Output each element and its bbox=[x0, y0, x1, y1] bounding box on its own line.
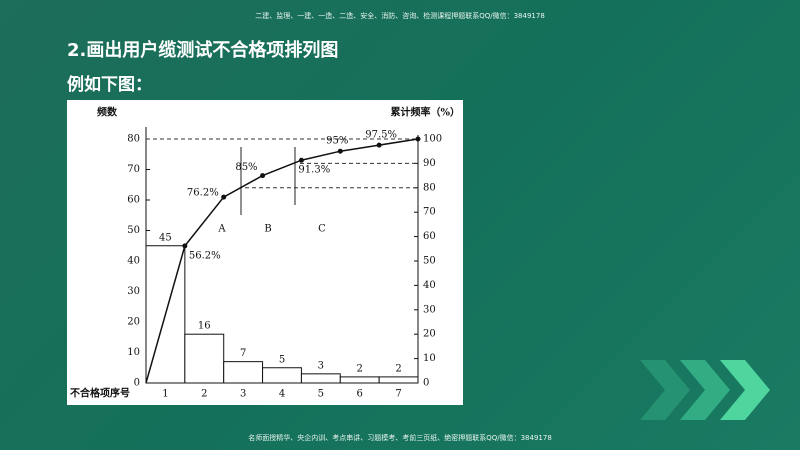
x-tick-label: 4 bbox=[279, 389, 285, 400]
cumulative-label: 56.2% bbox=[189, 250, 221, 261]
cumulative-point bbox=[182, 243, 188, 249]
chevron bbox=[720, 360, 770, 420]
x-tick-label: 1 bbox=[162, 389, 168, 400]
bar-label: 2 bbox=[357, 363, 363, 374]
cumulative-point bbox=[376, 142, 382, 148]
y-tick-label: 0 bbox=[134, 378, 140, 389]
bar-label: 3 bbox=[318, 360, 324, 371]
bar-label: 45 bbox=[159, 232, 172, 243]
bar bbox=[339, 376, 380, 384]
cumulative-label: 97.5% bbox=[365, 130, 397, 141]
bar bbox=[223, 361, 264, 384]
cumulative-label: 91.3% bbox=[298, 165, 330, 176]
y2-tick-label: 30 bbox=[423, 304, 436, 315]
y-tick-label: 30 bbox=[127, 286, 140, 297]
bar-label: 5 bbox=[279, 354, 285, 365]
y2-tick-label: 80 bbox=[423, 182, 436, 193]
section-label: B bbox=[264, 224, 271, 235]
y2-tick-label: 100 bbox=[423, 134, 442, 145]
y2-tick-label: 10 bbox=[423, 353, 436, 364]
cumulative-point bbox=[260, 173, 266, 179]
chevron bbox=[680, 360, 730, 420]
cumulative-label: 85% bbox=[235, 162, 257, 173]
section-label: C bbox=[318, 224, 326, 235]
slide-title: 2.画出用户缆测试不合格项排列图 bbox=[67, 40, 339, 61]
x-tick-label: 5 bbox=[318, 389, 324, 400]
y-tick-label: 40 bbox=[127, 256, 140, 267]
chevron bbox=[640, 360, 690, 420]
y-tick-label: 80 bbox=[127, 134, 140, 145]
x-axis-title: 不合格项序号 bbox=[70, 387, 130, 400]
x-tick-label: 7 bbox=[395, 389, 401, 400]
y2-tick-label: 40 bbox=[423, 280, 436, 291]
y-tick-label: 20 bbox=[127, 317, 140, 328]
y-tick-label: 10 bbox=[127, 347, 140, 358]
footer-banner: 名师面授精华、央企内训、考点串讲、习题模考、考前三页纸、绝密押题联系QQ/微信：… bbox=[248, 434, 552, 442]
y2-tick-label: 0 bbox=[423, 378, 429, 389]
x-tick-label: 6 bbox=[357, 389, 363, 400]
cumulative-point bbox=[298, 157, 304, 163]
section-label: A bbox=[217, 224, 226, 235]
cumulative-start bbox=[145, 245, 186, 384]
bar-label: 2 bbox=[395, 363, 401, 374]
bar bbox=[262, 367, 302, 384]
y-tick-label: 60 bbox=[127, 195, 140, 206]
cumulative-point bbox=[337, 148, 343, 154]
y2-tick-label: 60 bbox=[423, 231, 436, 242]
cumulative-point bbox=[415, 136, 421, 142]
y2-tick-label: 50 bbox=[423, 256, 436, 267]
cumulative-label: 76.2% bbox=[187, 188, 219, 199]
x-tick-label: 2 bbox=[201, 389, 207, 400]
y2-tick-label: 20 bbox=[423, 329, 436, 340]
bar-label: 7 bbox=[240, 348, 246, 359]
header-banner: 二建、监理、一建、一造、二造、安全、消防、咨询、检测课程押题联系QQ/微信：38… bbox=[255, 12, 545, 20]
y2-axis-title: 累计频率（%） bbox=[390, 106, 460, 119]
cumulative-point bbox=[221, 194, 227, 200]
y-axis-title: 频数 bbox=[97, 106, 118, 119]
bar-label: 16 bbox=[198, 321, 211, 332]
y2-tick-label: 90 bbox=[423, 158, 436, 169]
y-tick-label: 50 bbox=[127, 225, 140, 236]
bar bbox=[184, 333, 225, 384]
bar bbox=[300, 373, 341, 384]
y2-tick-label: 70 bbox=[423, 207, 436, 218]
cumulative-label: 95% bbox=[326, 136, 348, 147]
x-tick-label: 3 bbox=[240, 389, 246, 400]
chart-panel bbox=[67, 100, 463, 405]
slide-subtitle: 例如下图： bbox=[67, 75, 152, 95]
y-tick-label: 70 bbox=[127, 164, 140, 175]
bar bbox=[378, 376, 419, 384]
